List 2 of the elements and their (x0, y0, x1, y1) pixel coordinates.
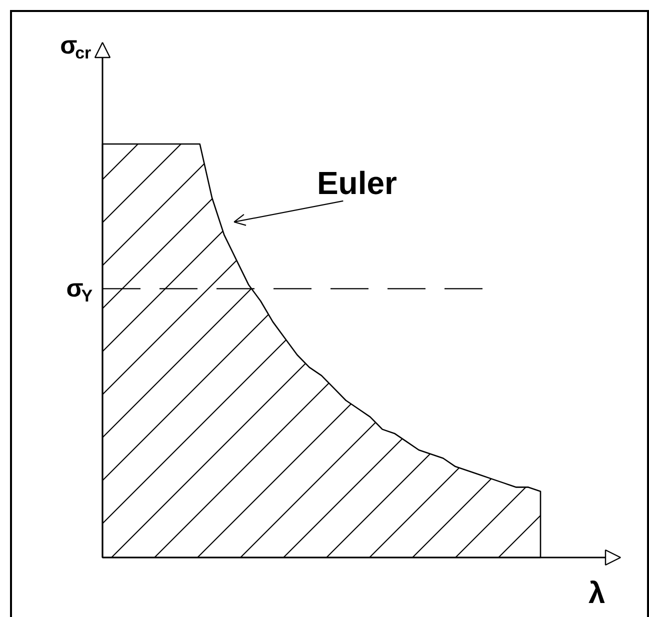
annotation: Euler (316, 164, 397, 201)
x-axis-title: λ (588, 577, 606, 610)
